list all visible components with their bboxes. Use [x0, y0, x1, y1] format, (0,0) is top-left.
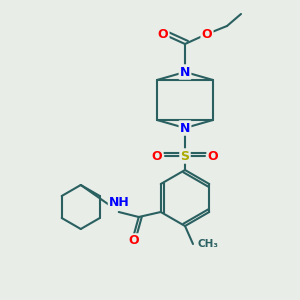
Text: N: N: [180, 65, 190, 79]
Text: N: N: [180, 122, 190, 134]
Text: O: O: [208, 149, 218, 163]
Text: O: O: [158, 28, 168, 40]
Text: S: S: [181, 149, 190, 163]
Text: O: O: [152, 149, 162, 163]
Text: CH₃: CH₃: [197, 239, 218, 249]
Text: O: O: [202, 28, 212, 40]
Text: NH: NH: [108, 196, 129, 208]
Text: O: O: [128, 235, 139, 248]
